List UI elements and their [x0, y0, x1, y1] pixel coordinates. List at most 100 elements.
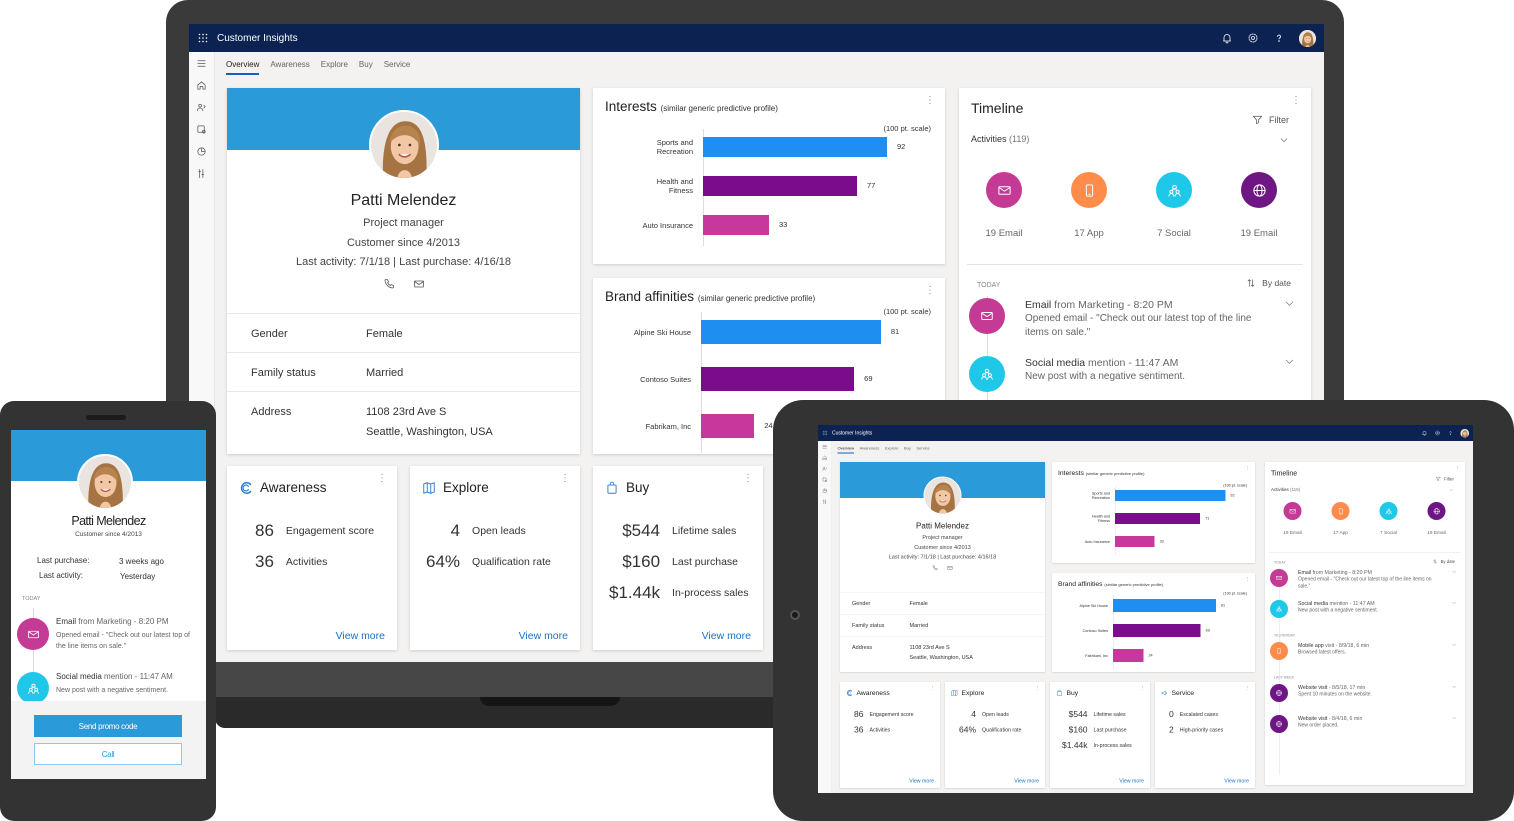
timeline-entry[interactable]: Email from Marketing - 8:20 PM Opened ema… — [1265, 569, 1465, 600]
more-options-icon[interactable]: ⋮ — [1291, 95, 1301, 106]
bar[interactable] — [1113, 599, 1216, 612]
expand-chevron-icon[interactable] — [1284, 298, 1295, 309]
tab-service[interactable]: Service — [383, 60, 411, 69]
settings-icon[interactable] — [1435, 430, 1441, 436]
more-options-icon[interactable]: ⋮ — [377, 473, 387, 484]
activity-summary-17-app[interactable]: 17 App — [1054, 172, 1124, 239]
activity-summary-19-email[interactable]: 19 Email — [1224, 172, 1294, 239]
activity-summary-7-social[interactable]: 7 Social — [1371, 502, 1406, 536]
tab-awareness[interactable]: Awareness — [859, 446, 880, 451]
settings-icon[interactable] — [1247, 32, 1259, 44]
help-icon[interactable] — [1273, 32, 1285, 44]
nav-segments-icon[interactable] — [196, 124, 207, 135]
notifications-icon[interactable] — [1221, 32, 1233, 44]
bar[interactable] — [1115, 490, 1226, 501]
notifications-icon[interactable] — [1422, 430, 1428, 436]
tab-overview[interactable]: Overview — [226, 60, 260, 75]
activity-summary-19-email[interactable]: 19 Email — [1419, 502, 1454, 536]
app-launcher-icon[interactable] — [822, 430, 828, 436]
expand-chevron-icon[interactable] — [1452, 600, 1458, 606]
tab-overview[interactable]: Overview — [837, 446, 855, 454]
chevron-down-icon[interactable] — [1449, 488, 1454, 493]
activities-dropdown[interactable]: Activities (119) — [1271, 487, 1465, 492]
view-more-link[interactable]: View more — [701, 630, 751, 642]
more-options-icon[interactable]: ⋮ — [560, 473, 570, 484]
nav-home-icon[interactable] — [196, 80, 207, 91]
timeline-entry[interactable]: Social media mention - 11:47 AM New post … — [959, 356, 1311, 414]
expand-chevron-icon[interactable] — [1452, 642, 1458, 648]
bar[interactable] — [703, 137, 887, 157]
timeline-entry[interactable]: Website visit - 8/4/18, 6 min New order p… — [1265, 715, 1465, 746]
tab-buy[interactable]: Buy — [358, 60, 373, 69]
bar[interactable] — [1113, 649, 1144, 662]
expand-chevron-icon[interactable] — [1452, 684, 1458, 690]
sort-by-date-button[interactable]: By date — [1246, 278, 1291, 288]
nav-tools-icon[interactable] — [822, 499, 828, 505]
view-more-link[interactable]: View more — [335, 630, 385, 642]
more-options-icon[interactable]: ⋮ — [1140, 685, 1145, 691]
bar[interactable] — [1113, 624, 1201, 637]
bar[interactable] — [701, 367, 855, 391]
phone-timeline-entry[interactable]: Social media mention - 11:47 AM New post… — [56, 671, 201, 696]
more-options-icon[interactable]: ⋮ — [925, 95, 935, 106]
send-promo-code-button[interactable]: Send promo code — [34, 715, 182, 737]
nav-analytics-icon[interactable] — [822, 488, 828, 494]
nav-tools-icon[interactable] — [196, 168, 207, 179]
bar[interactable] — [701, 320, 881, 344]
timeline-entry[interactable]: Mobile app visit - 8/9/18, 6 min Browsed … — [1265, 642, 1465, 673]
timeline-entry[interactable]: Email from Marketing - 8:20 PM Opened ema… — [959, 298, 1311, 356]
email-icon[interactable] — [947, 565, 953, 571]
tab-explore[interactable]: Explore — [884, 446, 899, 451]
more-options-icon[interactable]: ⋮ — [925, 285, 935, 296]
sort-by-date-button[interactable]: By date — [1433, 559, 1455, 564]
user-avatar[interactable] — [1460, 428, 1469, 438]
more-options-icon[interactable]: ⋮ — [1245, 465, 1250, 471]
phone-icon[interactable] — [932, 565, 938, 571]
view-more-link[interactable]: View more — [1224, 778, 1249, 784]
bar[interactable] — [1115, 536, 1155, 547]
nav-contacts-icon[interactable] — [196, 102, 207, 113]
call-button[interactable]: Call — [34, 743, 182, 765]
help-icon[interactable] — [1448, 430, 1454, 436]
timeline-entry[interactable]: Social media mention - 11:47 AM New post … — [1265, 600, 1465, 631]
filter-button[interactable]: Filter — [1436, 476, 1454, 482]
more-options-icon[interactable]: ⋮ — [1035, 685, 1040, 691]
bar[interactable] — [1115, 513, 1201, 524]
tab-buy[interactable]: Buy — [903, 446, 911, 451]
activity-summary-17-app[interactable]: 17 App — [1323, 502, 1358, 536]
activity-summary-7-social[interactable]: 7 Social — [1139, 172, 1209, 239]
tab-explore[interactable]: Explore — [320, 60, 348, 69]
expand-chevron-icon[interactable] — [1452, 569, 1458, 575]
nav-menu-icon[interactable] — [196, 58, 207, 69]
view-more-link[interactable]: View more — [909, 778, 934, 784]
tab-awareness[interactable]: Awareness — [270, 60, 310, 69]
tab-service[interactable]: Service — [916, 446, 930, 451]
nav-menu-icon[interactable] — [822, 444, 828, 450]
view-more-link[interactable]: View more — [1014, 778, 1039, 784]
view-more-link[interactable]: View more — [1119, 778, 1144, 784]
bar[interactable] — [701, 414, 755, 438]
nav-contacts-icon[interactable] — [822, 466, 828, 472]
timeline-entry[interactable]: Website visit - 8/5/18, 17 min Spent 10 m… — [1265, 684, 1465, 715]
expand-chevron-icon[interactable] — [1452, 715, 1458, 721]
email-icon[interactable] — [413, 278, 425, 290]
more-options-icon[interactable]: ⋮ — [1455, 465, 1460, 471]
view-more-link[interactable]: View more — [518, 630, 568, 642]
bar[interactable] — [703, 215, 769, 235]
app-launcher-icon[interactable] — [197, 32, 209, 44]
more-options-icon[interactable]: ⋮ — [1245, 576, 1250, 582]
nav-home-icon[interactable] — [822, 455, 828, 461]
activities-dropdown[interactable]: Activities (119) — [971, 134, 1311, 144]
chevron-down-icon[interactable] — [1279, 135, 1289, 145]
activity-summary-19-email[interactable]: 19 Email — [969, 172, 1039, 239]
bar[interactable] — [703, 176, 857, 196]
filter-button[interactable]: Filter — [1252, 114, 1289, 125]
more-options-icon[interactable]: ⋮ — [930, 685, 935, 691]
user-avatar[interactable] — [1299, 29, 1316, 47]
expand-chevron-icon[interactable] — [1284, 356, 1295, 367]
activity-summary-19-email[interactable]: 19 Email — [1275, 502, 1310, 536]
phone-timeline-entry[interactable]: Email from Marketing - 8:20 PM Opened em… — [56, 616, 201, 652]
more-options-icon[interactable]: ⋮ — [1245, 685, 1250, 691]
more-options-icon[interactable]: ⋮ — [743, 473, 753, 484]
nav-analytics-icon[interactable] — [196, 146, 207, 157]
